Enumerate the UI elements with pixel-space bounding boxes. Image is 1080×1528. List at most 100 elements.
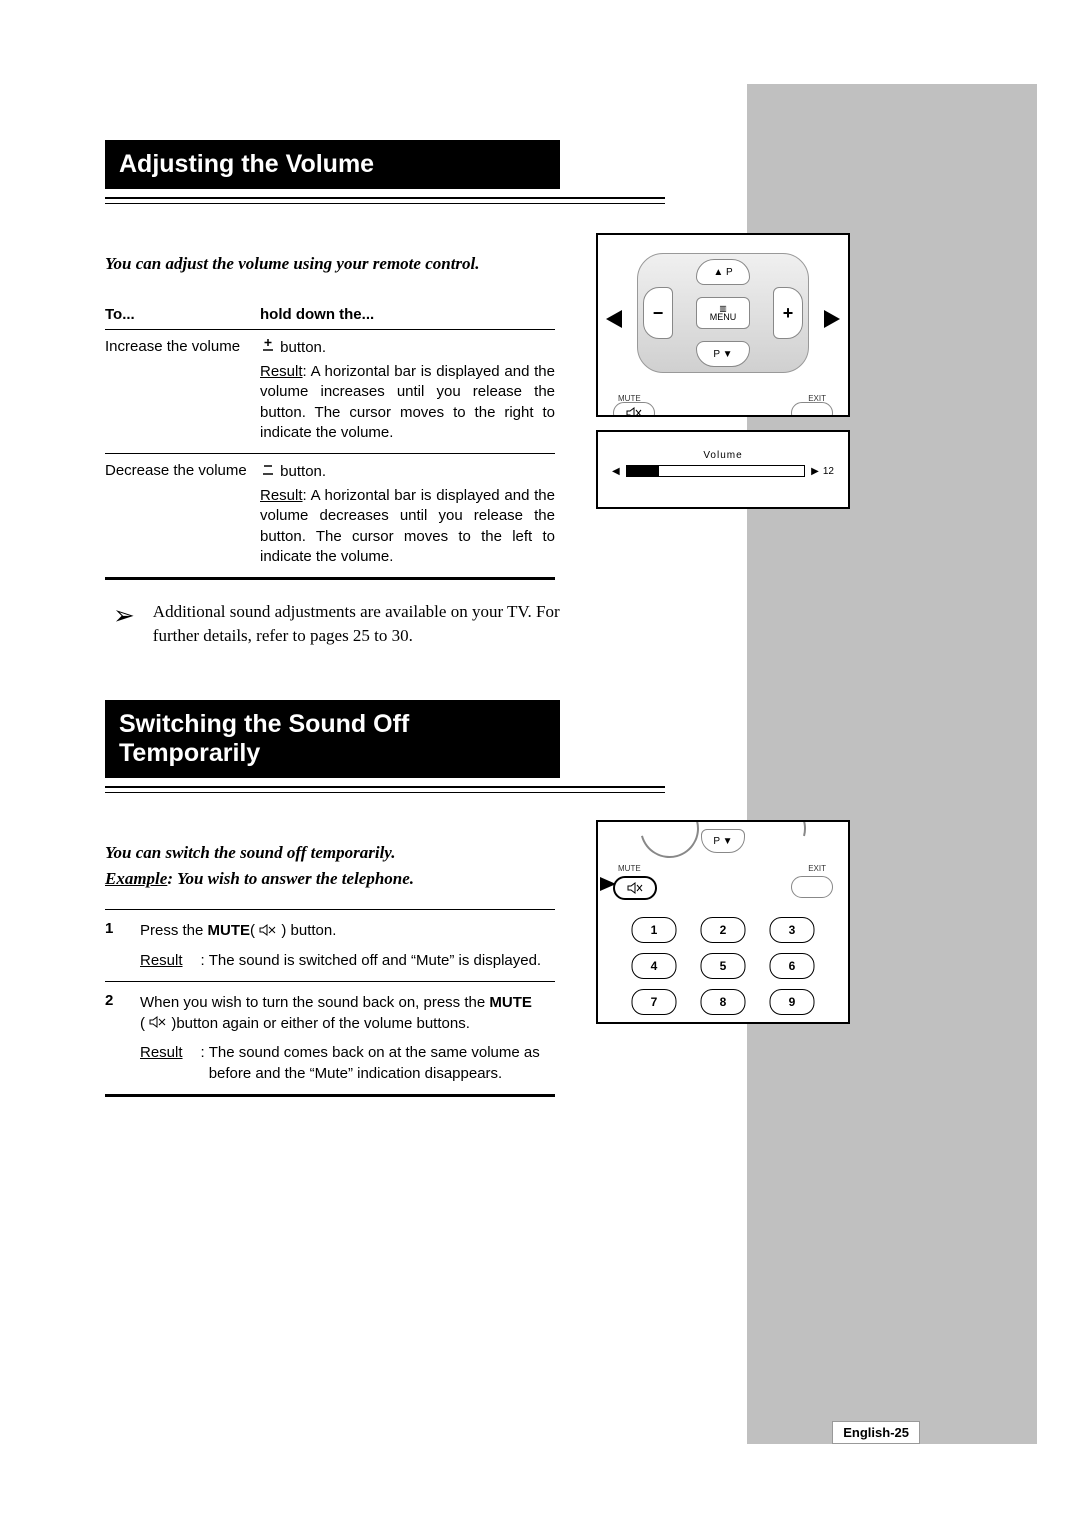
mute-icon bbox=[259, 921, 277, 942]
table-row: Decrease the volume button. Result: A ho… bbox=[105, 454, 555, 578]
numpad: 123 456 789 bbox=[632, 917, 815, 1015]
result-body: : A horizontal bar is displayed and the … bbox=[260, 363, 555, 441]
nav-down-button: P ▼ bbox=[701, 829, 745, 853]
cell-action: Decrease the volume bbox=[105, 454, 260, 578]
col-head-hold: hold down the... bbox=[260, 302, 555, 330]
cell-action: Increase the volume bbox=[105, 330, 260, 454]
remote-navpad: ▲ P P ▼ − + ▥MENU bbox=[637, 253, 809, 373]
mute-icon bbox=[149, 1013, 167, 1034]
example-label: Example bbox=[105, 869, 167, 888]
exit-label: EXIT bbox=[808, 864, 826, 873]
curve-decoration bbox=[629, 822, 710, 869]
minus-icon bbox=[260, 463, 280, 480]
result-label: Result bbox=[140, 950, 183, 971]
step-body: When you wish to turn the sound back on,… bbox=[140, 992, 555, 1085]
num-button-7: 7 bbox=[632, 989, 677, 1015]
intro-example: Example: You wish to answer the telephon… bbox=[105, 869, 560, 889]
num-button-6: 6 bbox=[770, 953, 815, 979]
result-text: The sound comes back on at the same volu… bbox=[209, 1042, 555, 1084]
text: )button again or either of the volume bu… bbox=[171, 1015, 470, 1032]
step-item: 1 Press the MUTE( ) button. Result : The… bbox=[105, 910, 555, 982]
result-text: The sound is switched off and “Mute” is … bbox=[209, 950, 541, 971]
intro-text: You can adjust the volume using your rem… bbox=[105, 254, 560, 274]
section-title: Switching the Sound Off Temporarily bbox=[105, 700, 560, 778]
mute-button bbox=[613, 876, 657, 900]
plus-icon bbox=[260, 339, 280, 356]
intro-text: You can switch the sound off temporarily… bbox=[105, 843, 560, 863]
step-number: 2 bbox=[105, 992, 140, 1085]
example-text: : You wish to answer the telephone. bbox=[167, 869, 414, 888]
num-button-4: 4 bbox=[632, 953, 677, 979]
osd-right-arrow: ▶ bbox=[811, 466, 819, 477]
text: ( bbox=[140, 1015, 145, 1032]
osd-track bbox=[626, 465, 805, 477]
mute-word: MUTE bbox=[489, 994, 532, 1011]
mute-word: MUTE bbox=[208, 922, 251, 939]
btn-suffix: button. bbox=[280, 339, 326, 356]
illustration-volume-osd: Volume ◀ ▶ 12 bbox=[596, 430, 850, 509]
result-label: Result bbox=[140, 1042, 183, 1084]
num-button-3: 3 bbox=[770, 917, 815, 943]
text: Press the bbox=[140, 922, 208, 939]
manual-page: Adjusting the Volume You can adjust the … bbox=[0, 0, 1080, 1528]
result-label: Result bbox=[260, 363, 303, 380]
steps-bottom-rule bbox=[105, 1095, 555, 1097]
colon: : bbox=[201, 950, 205, 971]
btn-suffix: button. bbox=[280, 463, 326, 480]
illustration-remote-nav: ▲ P P ▼ − + ▥MENU MUTE EXIT bbox=[596, 233, 850, 417]
nav-left-button: − bbox=[643, 287, 673, 339]
num-button-5: 5 bbox=[701, 953, 746, 979]
num-button-9: 9 bbox=[770, 989, 815, 1015]
table-bottom-rule bbox=[105, 578, 555, 580]
pointer-right-icon bbox=[824, 310, 840, 328]
text: ( bbox=[250, 922, 255, 939]
note-text: Additional sound adjustments are availab… bbox=[153, 600, 560, 648]
cell-instruction: button. Result: A horizontal bar is disp… bbox=[260, 454, 555, 578]
result-label: Result bbox=[260, 487, 303, 504]
nav-up-button: ▲ P bbox=[696, 259, 750, 285]
mute-label: MUTE bbox=[618, 864, 641, 873]
title-underline bbox=[105, 786, 665, 793]
osd-value: 12 bbox=[823, 466, 834, 477]
curve-decoration bbox=[736, 822, 817, 869]
footnote: ➢ Additional sound adjustments are avail… bbox=[105, 600, 560, 648]
nav-menu-button: ▥MENU bbox=[696, 297, 750, 329]
col-head-to: To... bbox=[105, 302, 260, 330]
nav-right-button: + bbox=[773, 287, 803, 339]
note-arrow-icon: ➢ bbox=[113, 598, 135, 634]
exit-button bbox=[791, 876, 833, 898]
step-item: 2 When you wish to turn the sound back o… bbox=[105, 982, 555, 1096]
text: ) button. bbox=[281, 922, 336, 939]
section-title: Adjusting the Volume bbox=[105, 140, 560, 189]
result-text: Result: A horizontal bar is displayed an… bbox=[260, 362, 555, 443]
page-number: English-25 bbox=[832, 1421, 920, 1444]
num-button-1: 1 bbox=[632, 917, 677, 943]
text: When you wish to turn the sound back on,… bbox=[140, 994, 489, 1011]
colon: : bbox=[201, 1042, 205, 1084]
section-mute: Switching the Sound Off Temporarily You … bbox=[105, 700, 560, 1097]
mute-icon bbox=[627, 882, 643, 894]
num-button-8: 8 bbox=[701, 989, 746, 1015]
result-text: Result: A horizontal bar is displayed an… bbox=[260, 486, 555, 567]
volume-table: To... hold down the... Increase the volu… bbox=[105, 302, 555, 578]
pointer-left-icon bbox=[606, 310, 622, 328]
title-underline bbox=[105, 197, 665, 204]
cell-instruction: button. Result: A horizontal bar is disp… bbox=[260, 330, 555, 454]
num-button-2: 2 bbox=[701, 917, 746, 943]
osd-fill bbox=[627, 466, 659, 476]
step-number: 1 bbox=[105, 920, 140, 971]
exit-button bbox=[791, 402, 833, 415]
mute-button bbox=[613, 402, 655, 415]
nav-down-button: P ▼ bbox=[696, 341, 750, 367]
mute-icon bbox=[626, 407, 642, 415]
result-body: : A horizontal bar is displayed and the … bbox=[260, 487, 555, 565]
osd-label: Volume bbox=[612, 450, 834, 461]
menu-label: MENU bbox=[710, 313, 737, 322]
illustration-remote-mute: P ▼ MUTE EXIT 123 456 789 bbox=[596, 820, 850, 1024]
step-body: Press the MUTE( ) button. Result : The s… bbox=[140, 920, 555, 971]
table-row: Increase the volume button. Result: A ho… bbox=[105, 330, 555, 454]
osd-left-arrow: ◀ bbox=[612, 466, 620, 477]
steps-list: 1 Press the MUTE( ) button. Result : The… bbox=[105, 910, 555, 1095]
section-adjusting-volume: Adjusting the Volume You can adjust the … bbox=[105, 140, 560, 648]
remote-top: P ▼ bbox=[648, 827, 798, 867]
